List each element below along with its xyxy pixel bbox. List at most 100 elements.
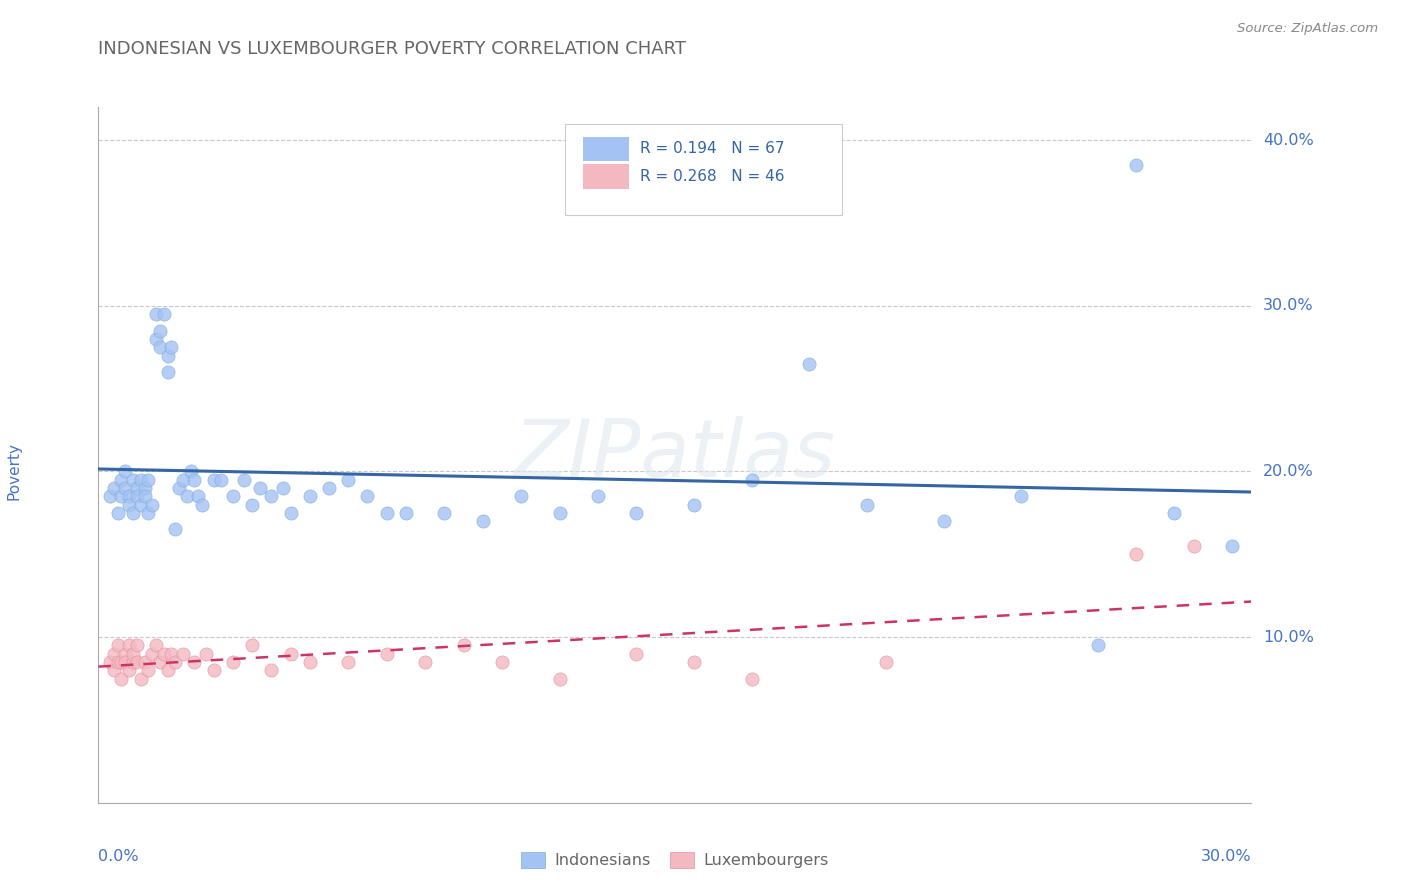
Point [129, 473, 152, 487]
Point [122, 655, 145, 669]
Point [202, 473, 225, 487]
Point [98, 489, 121, 503]
Point [1220, 539, 1243, 553]
Point [160, 647, 183, 661]
Point [1125, 158, 1147, 172]
Point [110, 473, 132, 487]
Point [260, 489, 283, 503]
Point [114, 481, 136, 495]
Bar [565, 124, 842, 215]
Point [875, 655, 897, 669]
Text: 20.0%: 20.0% [1263, 464, 1313, 479]
Point [98, 655, 121, 669]
Point [318, 481, 340, 495]
Point [118, 639, 141, 653]
Point [510, 489, 533, 503]
Point [395, 506, 418, 520]
Point [110, 489, 132, 503]
Point [103, 481, 125, 495]
Text: 30.0%: 30.0% [1201, 849, 1251, 864]
Point [141, 647, 163, 661]
Point [433, 506, 456, 520]
Point [222, 489, 245, 503]
Point [152, 307, 174, 321]
Point [149, 340, 172, 354]
Point [152, 647, 174, 661]
Point [1163, 506, 1185, 520]
Point [149, 324, 172, 338]
Point [249, 481, 271, 495]
Point [165, 523, 187, 537]
Point [683, 498, 706, 512]
Point [337, 655, 360, 669]
Text: 10.0%: 10.0% [1263, 630, 1313, 645]
Point [280, 647, 302, 661]
Point [122, 473, 145, 487]
Point [356, 489, 378, 503]
Point [183, 473, 205, 487]
Point [145, 332, 167, 346]
Point [122, 506, 145, 520]
Text: INDONESIAN VS LUXEMBOURGER POVERTY CORRELATION CHART: INDONESIAN VS LUXEMBOURGER POVERTY CORRE… [98, 40, 686, 58]
Point [471, 514, 494, 528]
Point [107, 655, 129, 669]
Text: ZIPatlas: ZIPatlas [513, 416, 837, 494]
Point [233, 473, 256, 487]
Point [107, 639, 129, 653]
Point [683, 655, 706, 669]
Point [103, 663, 125, 677]
Point [337, 473, 360, 487]
Point [125, 639, 148, 653]
Point [1087, 639, 1109, 653]
Point [118, 489, 141, 503]
Point [548, 506, 571, 520]
Text: 30.0%: 30.0% [1263, 298, 1313, 313]
Text: Source: ZipAtlas.com: Source: ZipAtlas.com [1237, 22, 1378, 36]
Point [202, 663, 225, 677]
Point [167, 481, 190, 495]
Point [183, 655, 205, 669]
Point [114, 655, 136, 669]
Point [932, 514, 955, 528]
Point [1182, 539, 1205, 553]
Point [110, 672, 132, 686]
Text: 0.0%: 0.0% [98, 849, 139, 864]
Point [138, 663, 160, 677]
Point [114, 647, 136, 661]
Point [103, 647, 125, 661]
Point [125, 481, 148, 495]
Point [741, 473, 763, 487]
Bar [582, 136, 628, 161]
Point [134, 489, 156, 503]
Point [129, 672, 152, 686]
Point [156, 663, 179, 677]
Text: Poverty: Poverty [7, 442, 21, 500]
Point [172, 473, 194, 487]
Point [271, 481, 294, 495]
Text: R = 0.194   N = 67: R = 0.194 N = 67 [640, 141, 785, 156]
Point [110, 655, 132, 669]
Point [453, 639, 475, 653]
Point [114, 465, 136, 479]
Point [160, 340, 183, 354]
Text: 40.0%: 40.0% [1263, 133, 1313, 148]
Point [491, 655, 513, 669]
Point [240, 498, 263, 512]
Point [195, 647, 218, 661]
Point [209, 473, 232, 487]
Point [134, 481, 156, 495]
Point [298, 489, 321, 503]
Text: R = 0.268   N = 46: R = 0.268 N = 46 [640, 169, 785, 184]
Point [141, 498, 163, 512]
Point [156, 349, 179, 363]
Point [856, 498, 879, 512]
Point [118, 663, 141, 677]
Point [172, 647, 194, 661]
Point [180, 465, 202, 479]
Point [298, 655, 321, 669]
Point [125, 489, 148, 503]
Point [1125, 547, 1147, 561]
Point [413, 655, 436, 669]
Point [375, 647, 398, 661]
Point [149, 655, 172, 669]
